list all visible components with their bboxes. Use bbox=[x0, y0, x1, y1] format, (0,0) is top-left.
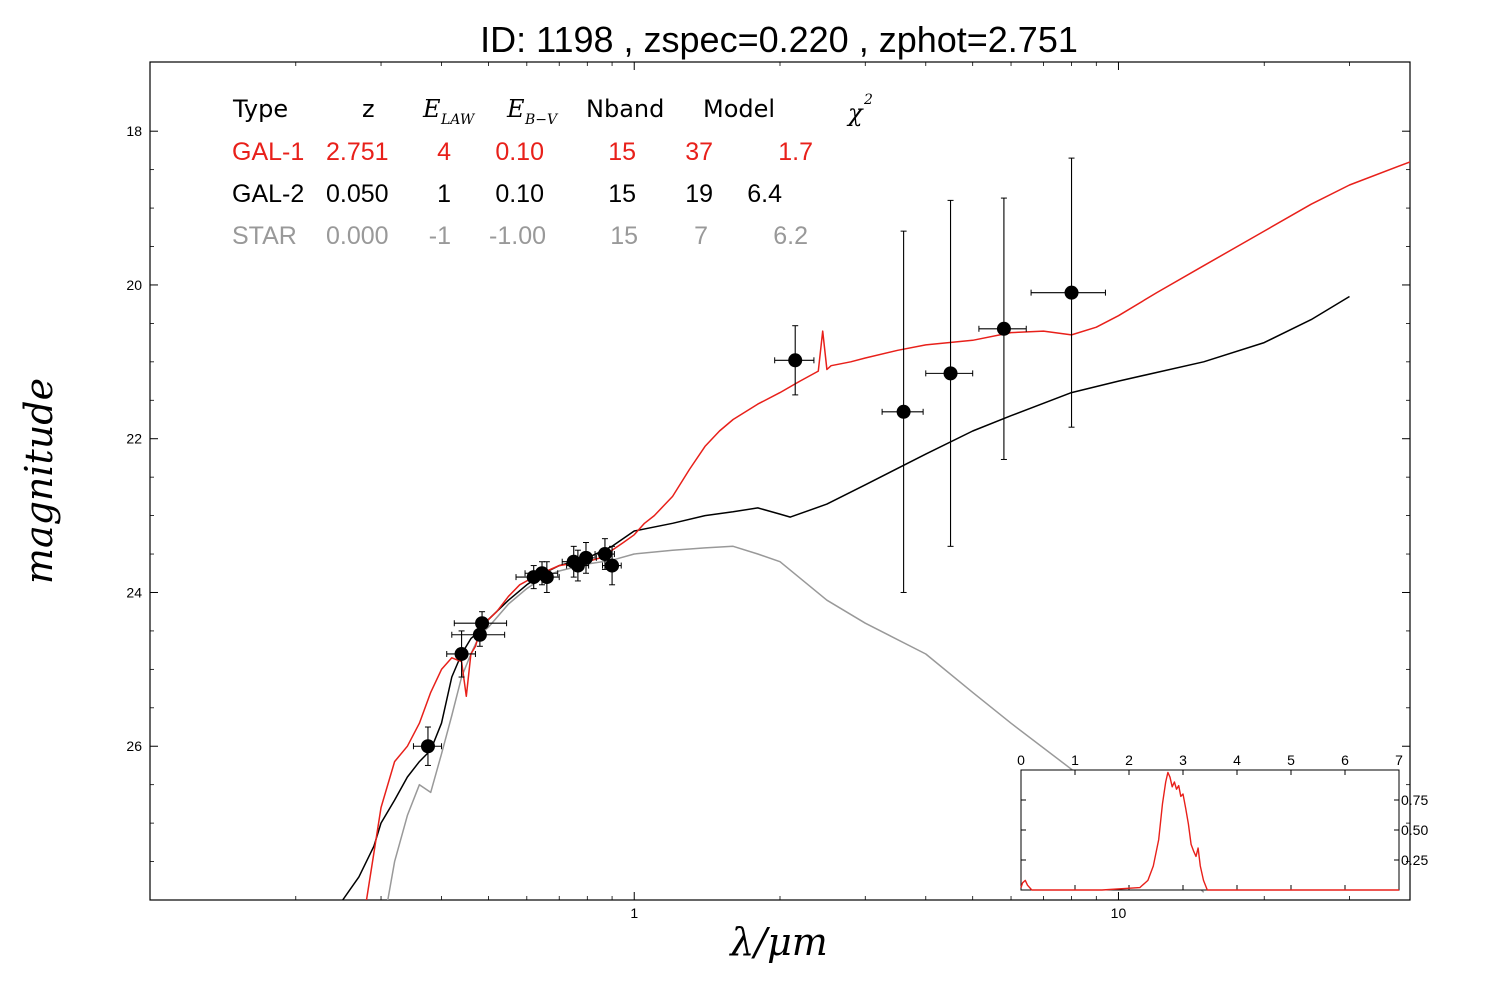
data-marker bbox=[597, 547, 612, 562]
row-type: GAL-2 bbox=[232, 180, 304, 208]
data-marker bbox=[996, 321, 1011, 336]
data-point bbox=[881, 230, 924, 593]
y-tick-label: 26 bbox=[126, 738, 142, 754]
table-row-gal1: GAL-1 2.751 4 0.10 15 37 1.7 bbox=[232, 138, 813, 166]
row-chi2: 6.4 bbox=[747, 180, 782, 208]
data-marker bbox=[788, 353, 803, 368]
inset-x-tick-label: 1 bbox=[1071, 752, 1079, 768]
data-marker bbox=[420, 739, 435, 754]
header-elaw-sub: LAW bbox=[440, 112, 476, 128]
data-point bbox=[594, 538, 615, 570]
row-nband: 15 bbox=[608, 180, 636, 208]
row-model: 7 bbox=[694, 222, 708, 250]
inset-y-tick-label: 0.50 bbox=[1401, 822, 1428, 838]
y-axis-label: magnitude bbox=[17, 378, 61, 584]
data-marker bbox=[896, 404, 911, 419]
inset-ticks: 0 1 2 3 4 5 6 7 0.25 0.50 0.75 bbox=[1017, 752, 1428, 890]
data-marker bbox=[605, 558, 620, 573]
header-ebv-sub: B−V bbox=[524, 112, 559, 128]
row-ebv: 0.10 bbox=[495, 138, 544, 166]
pdz-inset: 0 1 2 3 4 5 6 7 0.25 0.50 0.75 bbox=[1017, 752, 1428, 891]
x-tick-label: 1 bbox=[630, 905, 638, 921]
series-star-line bbox=[387, 545, 1205, 900]
row-type: GAL-1 bbox=[232, 138, 304, 166]
table-row-gal2: GAL-2 0.050 1 0.10 15 19 6.4 bbox=[232, 180, 782, 208]
photometry-points bbox=[412, 157, 1106, 766]
header-model: Model bbox=[703, 95, 775, 123]
row-nband: 15 bbox=[610, 222, 638, 250]
row-chi2: 1.7 bbox=[778, 138, 813, 166]
data-point bbox=[1030, 157, 1106, 428]
row-nband: 15 bbox=[608, 138, 636, 166]
row-chi2: 6.2 bbox=[773, 222, 808, 250]
row-elaw: 4 bbox=[437, 138, 451, 166]
data-point bbox=[602, 545, 622, 586]
header-ebv: E bbox=[506, 95, 525, 123]
header-chi2: χ bbox=[846, 99, 864, 127]
header-chi2-sup: 2 bbox=[863, 92, 873, 108]
data-point bbox=[925, 199, 974, 547]
row-model: 37 bbox=[685, 138, 713, 166]
inset-frame bbox=[1020, 769, 1400, 891]
inset-x-tick-label: 5 bbox=[1287, 752, 1295, 768]
row-elaw: 1 bbox=[437, 180, 451, 208]
inset-x-tick-label: 4 bbox=[1233, 752, 1241, 768]
row-type: STAR bbox=[232, 222, 297, 250]
inset-y-tick-label: 0.75 bbox=[1401, 792, 1428, 808]
header-nband: Nband bbox=[586, 95, 664, 123]
row-z: 0.050 bbox=[326, 180, 389, 208]
inset-x-tick-label: 0 bbox=[1017, 752, 1025, 768]
y-tick-label: 22 bbox=[126, 431, 142, 447]
row-z: 2.751 bbox=[326, 138, 389, 166]
row-z: 0.000 bbox=[326, 222, 389, 250]
data-marker bbox=[454, 646, 469, 661]
data-marker bbox=[578, 550, 593, 565]
data-point bbox=[978, 197, 1027, 460]
inset-x-tick-label: 2 bbox=[1125, 752, 1133, 768]
row-elaw: -1 bbox=[429, 222, 451, 250]
inset-x-tick-label: 6 bbox=[1341, 752, 1349, 768]
y-tick-label: 20 bbox=[126, 277, 142, 293]
inset-y-tick-label: 0.25 bbox=[1401, 852, 1428, 868]
y-tick-label: 18 bbox=[126, 123, 142, 139]
data-marker bbox=[539, 570, 554, 585]
data-point bbox=[446, 630, 476, 678]
row-ebv: -1.00 bbox=[489, 222, 546, 250]
chart-title: ID: 1198 , zspec=0.220 , zphot=2.751 bbox=[480, 19, 1078, 60]
data-point bbox=[774, 325, 815, 396]
inset-x-tick-label: 3 bbox=[1179, 752, 1187, 768]
data-point bbox=[412, 726, 443, 766]
fit-table: Type z E LAW E B−V Nband Model χ 2 GAL-1… bbox=[232, 92, 873, 250]
data-point bbox=[533, 561, 560, 593]
row-model: 19 bbox=[685, 180, 713, 208]
y-tick-label: 24 bbox=[126, 584, 142, 600]
x-tick-label: 10 bbox=[1111, 905, 1127, 921]
x-axis-label: λ/μm bbox=[728, 920, 828, 964]
data-point bbox=[574, 542, 597, 574]
row-ebv: 0.10 bbox=[495, 180, 544, 208]
table-row-star: STAR 0.000 -1 -1.00 15 7 6.2 bbox=[232, 222, 808, 250]
header-z: z bbox=[362, 95, 375, 123]
data-marker bbox=[1064, 285, 1079, 300]
data-point bbox=[453, 611, 508, 636]
header-elaw: E bbox=[422, 95, 441, 123]
inset-pdz-curve bbox=[1020, 771, 1399, 891]
data-marker bbox=[943, 366, 958, 381]
data-marker bbox=[475, 616, 490, 631]
header-type: Type bbox=[232, 95, 288, 123]
inset-x-tick-label: 7 bbox=[1395, 752, 1403, 768]
series-gal-1-line bbox=[365, 161, 1410, 900]
pdz-line bbox=[1020, 771, 1399, 891]
